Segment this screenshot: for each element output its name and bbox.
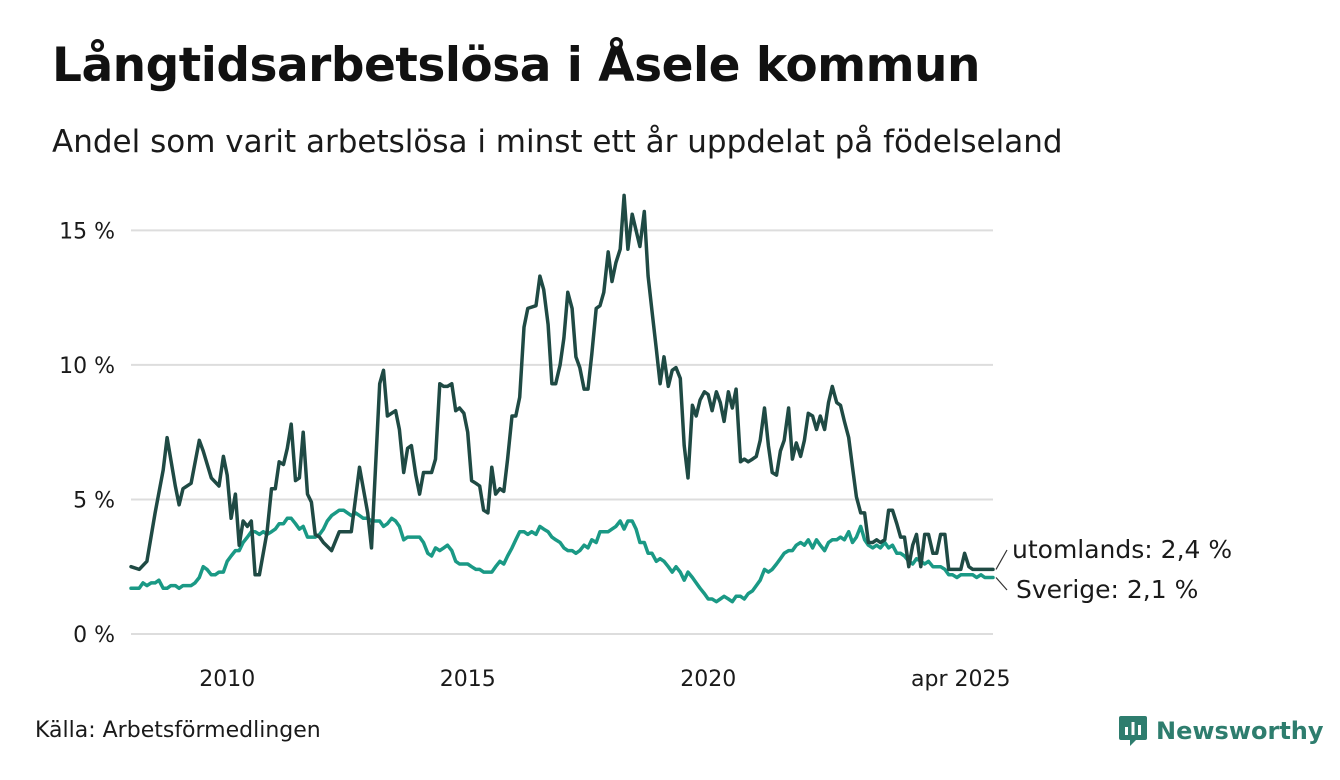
chart-title: Långtidsarbetslösa i Åsele kommun bbox=[52, 38, 980, 93]
series-line-sverige bbox=[129, 508, 995, 604]
series-end-label: utomlands: 2,4 % bbox=[1012, 535, 1232, 564]
y-tick-label: 5 % bbox=[73, 488, 115, 513]
y-tick-label: 0 % bbox=[73, 623, 115, 648]
brand-name: Newsworthy bbox=[1156, 717, 1324, 745]
series-lines bbox=[129, 193, 995, 604]
newsworthy-logo-icon bbox=[1119, 716, 1147, 746]
chart-subtitle: Andel som varit arbetslösa i minst ett å… bbox=[52, 124, 1063, 160]
label-leader-line bbox=[995, 577, 1008, 591]
label-leader-line bbox=[995, 549, 1008, 570]
series-line-utomlands bbox=[129, 193, 995, 577]
series-end-label: Sverige: 2,1 % bbox=[1016, 575, 1198, 604]
x-tick-label: apr 2025 bbox=[911, 667, 1010, 692]
x-tick-label: 2015 bbox=[440, 667, 496, 692]
y-tick-label: 10 % bbox=[59, 354, 115, 379]
y-tick-label: 15 % bbox=[59, 219, 115, 244]
x-axis-ticks: 2010 2015 2020 apr 2025 bbox=[199, 667, 1010, 692]
brand-logo[interactable]: Newsworthy bbox=[1118, 714, 1324, 748]
x-tick-label: 2020 bbox=[680, 667, 736, 692]
x-tick-label: 2010 bbox=[199, 667, 255, 692]
y-axis-ticks: 0 % 5 % 10 % 15 % bbox=[59, 219, 115, 648]
source-note: Källa: Arbetsförmedlingen bbox=[35, 718, 321, 743]
series-end-labels: utomlands: 2,4 % Sverige: 2,1 % bbox=[995, 535, 1232, 604]
gridlines bbox=[131, 229, 993, 635]
